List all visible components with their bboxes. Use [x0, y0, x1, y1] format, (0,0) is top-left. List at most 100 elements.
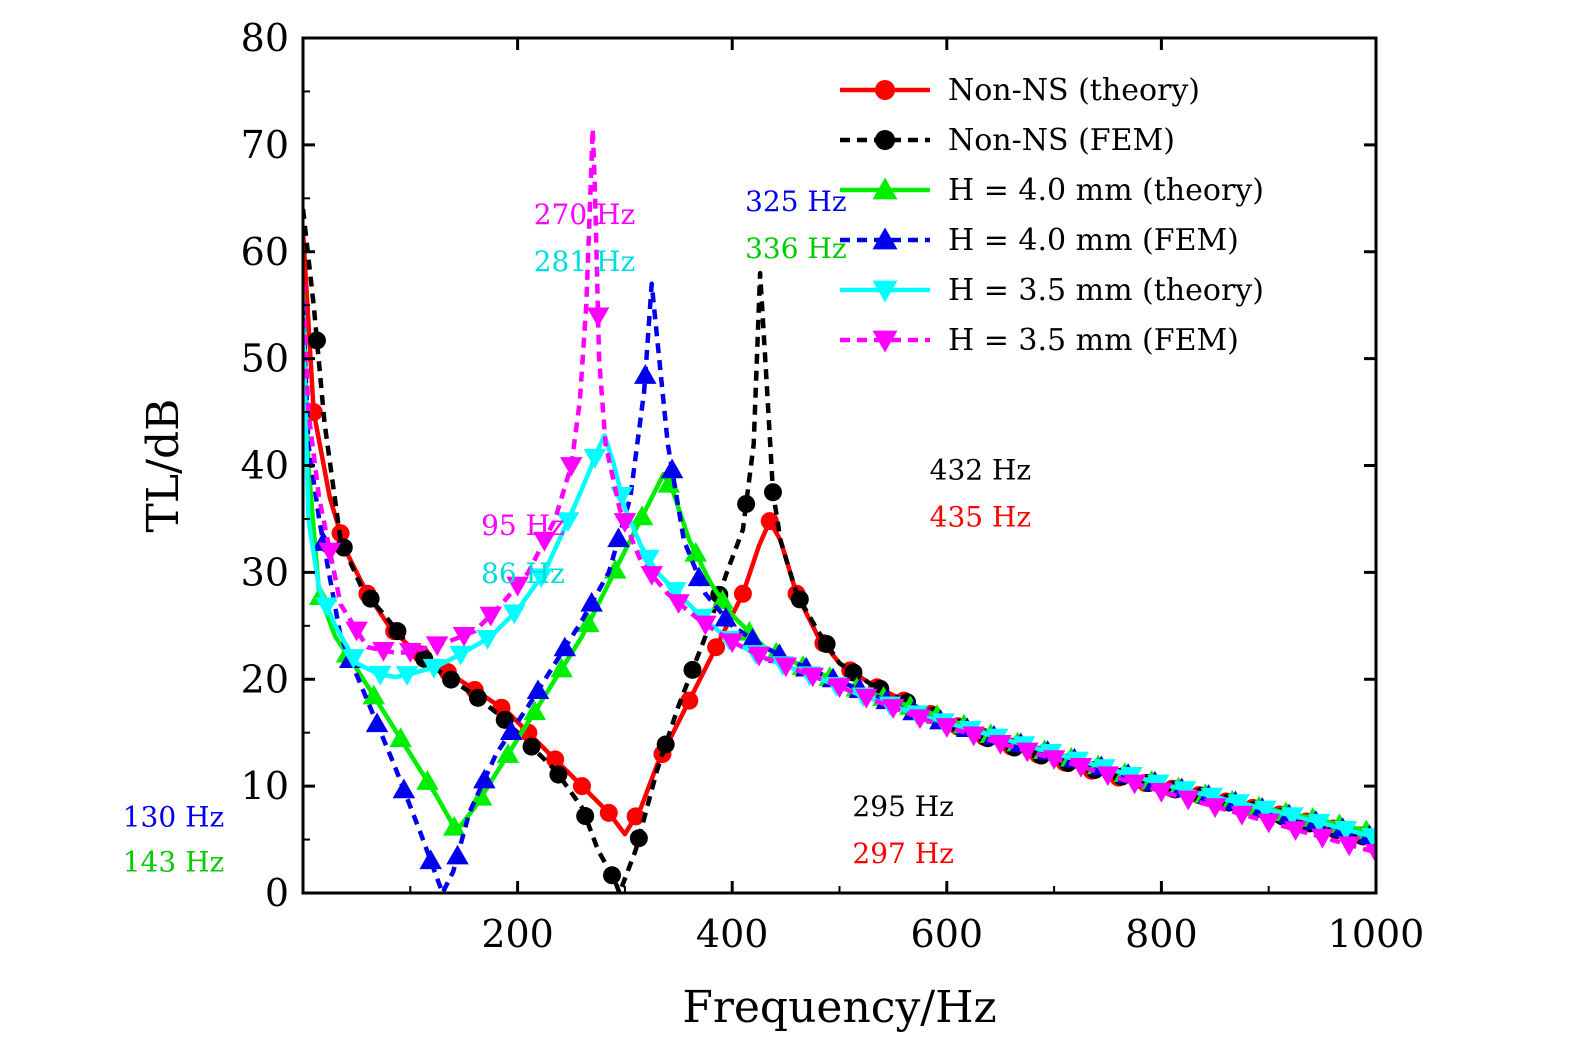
series-point [419, 849, 442, 870]
legend-entry: Non-NS (theory) [840, 73, 1200, 108]
series-point [680, 691, 699, 710]
series-point [962, 726, 985, 747]
series-point [1257, 813, 1280, 834]
legend-label: H = 3.5 mm (FEM) [948, 323, 1239, 358]
series-point [1203, 798, 1227, 818]
peak-annotation: 281 Hz [534, 245, 636, 278]
peak-annotation: 325 Hz [745, 185, 847, 218]
y-tick-label: 0 [265, 871, 289, 915]
series-point [664, 582, 687, 602]
series-point [720, 633, 744, 654]
series-point [506, 576, 529, 597]
series-line [303, 208, 1376, 893]
series-point [687, 566, 711, 587]
x-tick-label: 600 [911, 912, 984, 956]
series-point [1337, 836, 1361, 857]
legend-marker [872, 227, 898, 250]
series-point [446, 844, 469, 865]
series-point [640, 566, 663, 586]
series-point [1227, 794, 1250, 814]
series-point [1176, 790, 1200, 811]
series-point [372, 641, 395, 662]
series-point [637, 549, 660, 570]
series-point [1096, 766, 1119, 787]
series-point [499, 720, 523, 741]
series-point [529, 568, 553, 589]
series-point [1334, 821, 1358, 841]
series-point [747, 646, 771, 667]
series-point [469, 785, 493, 806]
series-point [389, 727, 412, 748]
series-point [550, 657, 573, 678]
legend-marker [872, 177, 898, 200]
legend-label: H = 4.0 mm (FEM) [948, 223, 1239, 258]
series-point [546, 750, 565, 769]
series-point [1281, 807, 1304, 827]
series-point [908, 709, 932, 730]
peak-annotation: 143 Hz [123, 846, 225, 879]
tick-layer: 0 10 20 30 40 50 60 70 80 200 400 600 800 1000 [241, 16, 1425, 956]
x-tick-label: 1000 [1328, 912, 1425, 956]
series-point [315, 597, 338, 618]
series-point [425, 636, 449, 657]
series-point [733, 584, 752, 603]
series-point [503, 604, 526, 625]
series-point [656, 735, 675, 754]
series-point [318, 542, 342, 563]
peak-annotation: 297 Hz [852, 837, 954, 870]
series-point [667, 594, 690, 614]
series-point [556, 512, 580, 532]
series-point [496, 743, 520, 763]
series-point [342, 649, 365, 669]
series-point [1284, 821, 1307, 841]
series-point [626, 807, 645, 826]
series-point [307, 331, 326, 350]
series-point [1364, 843, 1376, 864]
series-point [774, 657, 798, 678]
series-point [684, 541, 707, 562]
series-point [468, 688, 487, 707]
series-point [629, 829, 648, 848]
x-axis-title: Frequency/Hz [682, 982, 996, 1033]
y-axis-title: TL/dB [138, 399, 189, 533]
series-point [362, 684, 386, 705]
peak-annotation: 435 Hz [930, 500, 1032, 533]
legend-entry: H = 4.0 mm (theory) [840, 173, 1264, 208]
peak-annotation: 270 Hz [534, 198, 636, 231]
y-tick-label: 20 [241, 657, 289, 701]
series-6 [303, 126, 1376, 864]
series-point [399, 643, 422, 663]
series-point [560, 457, 583, 477]
legend-entry: H = 4.0 mm (FEM) [840, 223, 1239, 258]
series-point [855, 688, 878, 709]
series-line [303, 230, 1376, 842]
series-point [634, 364, 657, 384]
series-point [416, 770, 439, 790]
series-point [935, 718, 959, 738]
series-point [345, 621, 368, 642]
legend-entry: H = 3.5 mm (FEM) [840, 323, 1239, 358]
peak-annotation: 336 Hz [745, 232, 847, 265]
series-point [737, 494, 756, 513]
legend-label: H = 3.5 mm (theory) [948, 273, 1264, 308]
series-point [801, 667, 824, 688]
series-point [817, 634, 836, 653]
series-point [607, 527, 630, 548]
legend-marker [875, 130, 895, 150]
series-line [303, 126, 1376, 855]
y-tick-label: 50 [241, 337, 289, 381]
series-point [1069, 757, 1093, 778]
series-point [1311, 828, 1334, 849]
plot-frame [301, 36, 1378, 895]
series-point [613, 513, 637, 533]
series-point [1150, 783, 1173, 803]
series-point [580, 591, 603, 612]
series-point [1200, 787, 1224, 808]
series-point [660, 458, 684, 479]
series-point [599, 803, 618, 822]
peak-annotation: 295 Hz [852, 790, 954, 823]
series-point [989, 734, 1012, 755]
peak-annotation: 95 Hz [481, 509, 565, 542]
series-line [303, 315, 1376, 840]
series-point [473, 768, 496, 789]
